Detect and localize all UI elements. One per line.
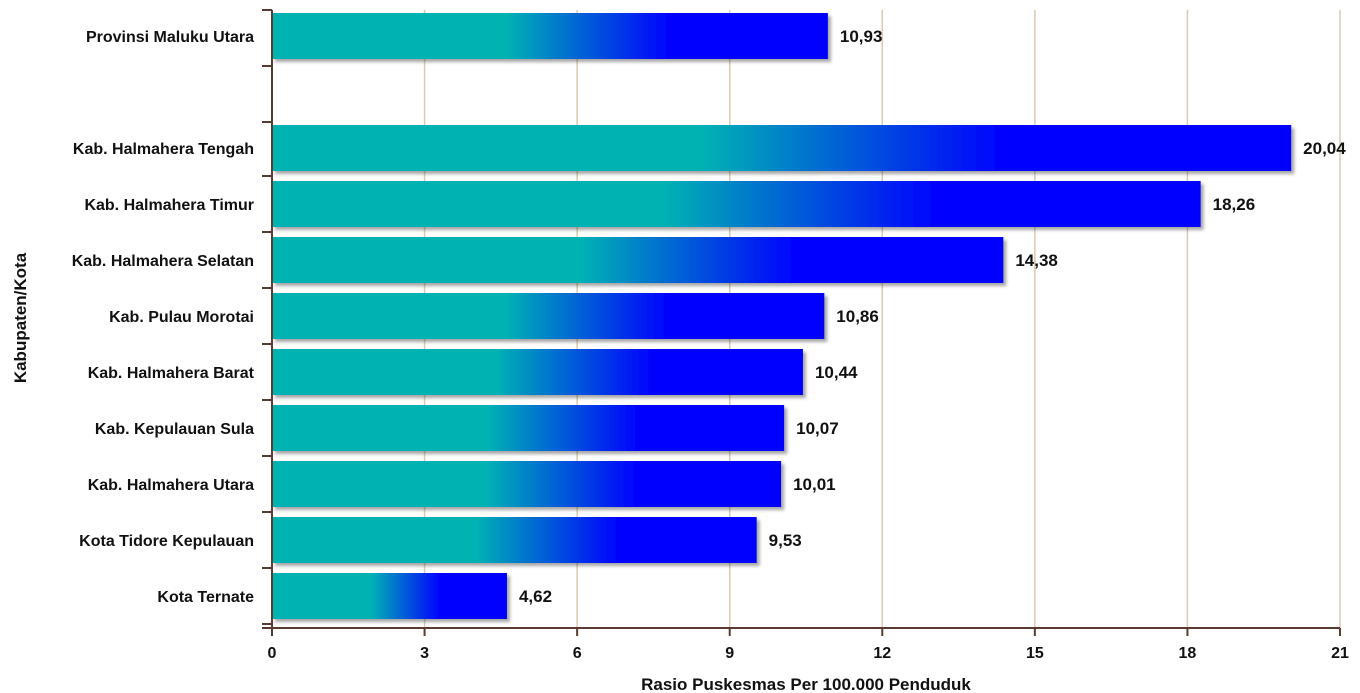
bar: [272, 349, 803, 395]
category-label: Kab. Halmahera Utara: [88, 477, 254, 494]
x-tick-label: 21: [1331, 645, 1349, 662]
value-label: 10,93: [840, 27, 883, 46]
axes: [262, 9, 1341, 636]
category-label: Kab. Halmahera Barat: [88, 365, 255, 382]
x-tick-label: 3: [420, 645, 429, 662]
bar: [272, 237, 1004, 283]
category-label: Kab. Kepulauan Sula: [95, 421, 254, 438]
x-tick-label: 6: [573, 645, 582, 662]
bars: [272, 13, 1292, 619]
value-label: 14,38: [1015, 251, 1058, 270]
bar: [272, 293, 825, 339]
bar: [272, 181, 1201, 227]
bar: [272, 517, 757, 563]
y-axis-title: Kabupaten/Kota: [11, 252, 30, 383]
bar: [272, 405, 785, 451]
bar: [272, 573, 507, 619]
category-label: Kab. Halmahera Tengah: [73, 141, 254, 158]
value-label: 10,44: [815, 363, 858, 382]
value-label: 10,86: [836, 307, 879, 326]
bar: [272, 461, 782, 507]
bar: [272, 13, 828, 59]
labels: 0 3 6 9 12 15 18 21 Provinsi Maluku Utara 10,93 Ka…: [72, 27, 1349, 662]
x-axis-title: Rasio Puskesmas Per 100.000 Penduduk: [641, 675, 971, 693]
category-label: Kab. Halmahera Timur: [84, 197, 254, 214]
x-tick-label: 0: [268, 645, 277, 662]
category-label: Kota Tidore Kepulauan: [79, 533, 254, 550]
x-tick-label: 15: [1026, 645, 1044, 662]
category-label: Kab. Pulau Morotai: [109, 309, 254, 326]
category-label: Kab. Halmahera Selatan: [72, 253, 254, 270]
x-tick-label: 18: [1179, 645, 1197, 662]
x-tick-label: 12: [873, 645, 891, 662]
value-label: 10,01: [793, 475, 836, 494]
category-label: Kota Ternate: [157, 589, 254, 606]
value-label: 10,07: [796, 419, 839, 438]
category-label: Provinsi Maluku Utara: [86, 29, 254, 46]
value-label: 9,53: [769, 531, 802, 550]
bar: [272, 125, 1292, 171]
value-label: 20,04: [1303, 139, 1346, 158]
value-label: 4,62: [519, 587, 552, 606]
value-label: 18,26: [1213, 195, 1256, 214]
x-tick-label: 9: [725, 645, 734, 662]
